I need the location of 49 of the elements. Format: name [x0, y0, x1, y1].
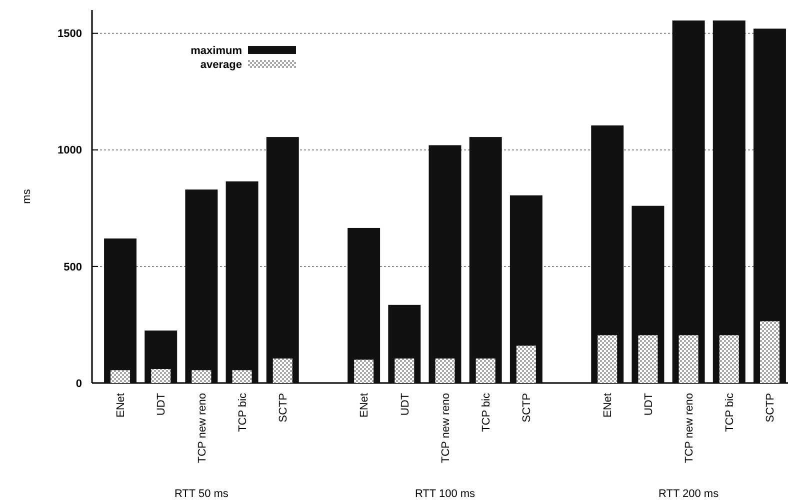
text: RTT 200 ms: [658, 488, 720, 500]
x-tick-label: SCTP: [277, 393, 290, 422]
bar: [272, 358, 292, 383]
x-tick-label: UDT: [156, 392, 168, 416]
bar: [348, 228, 380, 383]
y-tick-label: 500: [64, 261, 82, 274]
bar: [104, 238, 137, 383]
bar: [354, 360, 374, 383]
x-tick-label: TCP new reno: [196, 393, 208, 464]
bar: [760, 321, 780, 383]
x-tick-label: UDT: [642, 392, 655, 416]
bar: [719, 335, 739, 383]
bar: [672, 20, 705, 383]
x-tick-label: SCTP: [764, 393, 777, 422]
bar: [678, 335, 698, 383]
bar: [185, 190, 218, 383]
bar: [151, 369, 171, 383]
legend-label: maximum: [190, 44, 242, 57]
bar: [712, 20, 746, 383]
x-tick-label: TCP new reno: [683, 393, 696, 464]
bar: [110, 370, 130, 383]
x-tick-label: ENet: [602, 393, 614, 418]
bar: [469, 137, 502, 383]
bar: [476, 358, 496, 383]
x-tick-label: TCP bic: [236, 392, 249, 432]
x-tick-label: TCP bic: [724, 392, 736, 432]
bar: [516, 346, 536, 383]
bar: [192, 370, 212, 383]
x-tick-label: TCP new reno: [440, 393, 452, 464]
bar: [598, 335, 618, 383]
y-tick-label: 1500: [58, 28, 82, 40]
bar: [394, 358, 414, 383]
x-tick-label: TCP bic: [480, 392, 492, 432]
legend-label: average: [200, 58, 242, 71]
bar: [638, 335, 658, 383]
bar: [435, 358, 455, 383]
bar: [428, 145, 462, 383]
text: RTT 100 ms: [414, 488, 476, 500]
text: RTT 50 ms: [174, 488, 229, 500]
x-tick-label: SCTP: [521, 393, 534, 422]
x-tick-label: ENet: [115, 393, 128, 418]
y-tick-label: 1000: [58, 144, 82, 157]
bar: [266, 137, 299, 383]
y-axis-title: ms: [21, 188, 33, 204]
x-tick-label: ENet: [358, 393, 371, 418]
y-tick-label: 0: [76, 378, 82, 390]
bar: [226, 181, 258, 383]
x-tick-label: UDT: [399, 392, 412, 416]
bar: [232, 370, 252, 383]
